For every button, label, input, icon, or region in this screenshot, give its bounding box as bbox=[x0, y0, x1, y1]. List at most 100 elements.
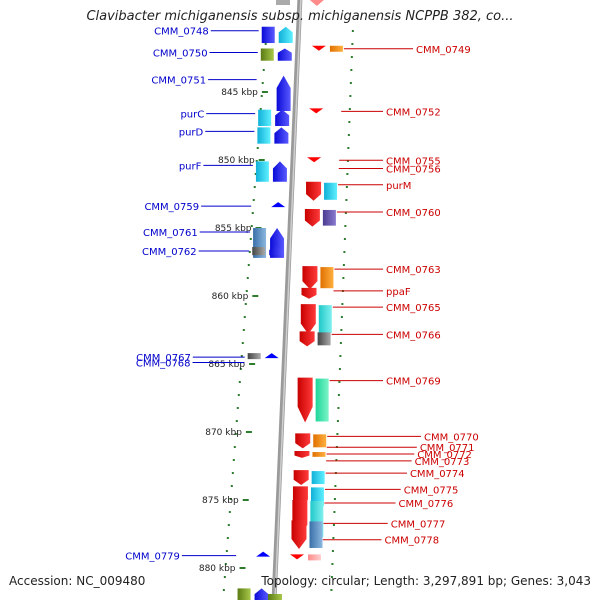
guide-dot bbox=[351, 30, 354, 32]
guide-dot bbox=[347, 134, 350, 136]
ruler-label: 855 kbp bbox=[215, 224, 252, 234]
ruler-label: 845 kbp bbox=[221, 88, 258, 98]
guide-dot bbox=[262, 69, 265, 71]
guide-dot bbox=[249, 238, 252, 240]
ruler-tick bbox=[252, 295, 259, 297]
gene-label-cmm_0762: CMM_0762 bbox=[142, 247, 197, 258]
guide-dot bbox=[241, 342, 244, 344]
gene-arrow-reverse bbox=[301, 287, 317, 299]
guide-dot bbox=[342, 264, 345, 266]
guide-dot bbox=[331, 563, 334, 565]
guide-dot bbox=[337, 407, 340, 409]
guide-dot bbox=[230, 485, 233, 487]
gene-label-cmm_0771: CMM_0771 bbox=[420, 443, 475, 454]
ruler-label: 850 kbp bbox=[218, 156, 255, 166]
gene-arrow-reverse bbox=[307, 157, 322, 163]
guide-dot bbox=[338, 381, 341, 383]
guide-dot bbox=[331, 550, 334, 552]
ruler-label: 880 kbp bbox=[199, 564, 236, 574]
ruler-label: 865 kbp bbox=[208, 360, 245, 370]
topology-label: Topology: circular; Length: 3,297,891 bp… bbox=[261, 574, 591, 588]
guide-dot bbox=[335, 459, 338, 461]
gene-arrow-forward bbox=[274, 127, 289, 144]
guide-dot bbox=[244, 303, 247, 305]
guide-dot bbox=[330, 589, 333, 591]
guide-dot bbox=[235, 420, 238, 422]
gene-label-cmm_0751: CMM_0751 bbox=[151, 76, 206, 87]
ruler-tick bbox=[239, 567, 246, 569]
ruler-tick bbox=[258, 159, 265, 161]
guide-dot bbox=[350, 69, 353, 71]
guide-dot bbox=[333, 498, 336, 500]
gene-arrow-reverse bbox=[299, 331, 315, 347]
gene-arrow-reverse bbox=[297, 377, 313, 423]
gene-label-cmm_0760: CMM_0760 bbox=[386, 208, 441, 219]
ruler-tick bbox=[242, 499, 249, 501]
gene-block-reverse bbox=[315, 378, 329, 422]
guide-dot bbox=[238, 381, 241, 383]
gene-label-cmm_0776: CMM_0776 bbox=[399, 499, 454, 510]
guide-dot bbox=[256, 147, 259, 149]
gene-label-cmm_0767: CMM_0767 bbox=[136, 353, 191, 364]
guide-dot bbox=[233, 446, 236, 448]
gene-label-cmm_0770: CMM_0770 bbox=[424, 432, 479, 443]
gene-arrow-reverse bbox=[290, 554, 305, 560]
backbone-highlight bbox=[274, 0, 302, 600]
gene-arrow-reverse bbox=[293, 470, 309, 486]
guide-dot bbox=[253, 186, 256, 188]
ruler-tick bbox=[249, 363, 256, 365]
guide-dot bbox=[348, 108, 351, 110]
ruler-label: 875 kbp bbox=[202, 496, 239, 506]
gene-label-cmm_0773: CMM_0773 bbox=[415, 457, 470, 468]
gene-arrow-forward bbox=[276, 75, 291, 112]
guide-dot bbox=[345, 199, 348, 201]
gene-arrow-reverse bbox=[300, 304, 316, 335]
guide-dot bbox=[336, 420, 339, 422]
gene-label-cmm_0748: CMM_0748 bbox=[154, 27, 209, 38]
guide-dot bbox=[242, 329, 245, 331]
gene-block-forward bbox=[247, 353, 261, 360]
gene-label-cmm_0761: CMM_0761 bbox=[143, 228, 198, 239]
gene-label-purm: purM bbox=[386, 181, 411, 192]
gene-label-cmm_0766: CMM_0766 bbox=[386, 330, 441, 341]
gene-label-cmm_0759: CMM_0759 bbox=[144, 202, 199, 213]
gene-block-forward bbox=[237, 588, 251, 600]
guide-dot bbox=[347, 147, 350, 149]
gene-label-purf: purF bbox=[179, 161, 202, 172]
guide-dot bbox=[344, 212, 347, 214]
gene-block-forward bbox=[261, 26, 275, 44]
guide-dot bbox=[345, 186, 348, 188]
gene-block-forward bbox=[260, 48, 274, 61]
guide-dot bbox=[234, 433, 237, 435]
ruler-label: 860 kbp bbox=[212, 292, 249, 302]
guide-dot bbox=[231, 472, 234, 474]
guide-dot bbox=[229, 498, 232, 500]
guide-dot bbox=[261, 82, 264, 84]
gene-arrow-forward bbox=[264, 353, 279, 359]
guide-dot bbox=[332, 537, 335, 539]
guide-dot bbox=[222, 589, 225, 591]
gene-block-reverse bbox=[312, 452, 326, 457]
gene-label-cmm_0750: CMM_0750 bbox=[153, 48, 208, 59]
gene-arrow-forward bbox=[278, 26, 293, 44]
gene-arrow-reverse bbox=[309, 108, 324, 114]
gene-block-reverse bbox=[309, 521, 323, 548]
guide-dot bbox=[343, 251, 346, 253]
gene-arrow-forward bbox=[256, 551, 271, 557]
guide-dot bbox=[349, 82, 352, 84]
guide-dot bbox=[251, 212, 254, 214]
gene-label-cmm_0779: CMM_0779 bbox=[125, 552, 180, 563]
guide-dot bbox=[341, 303, 344, 305]
guide-dot bbox=[237, 394, 240, 396]
guide-dot bbox=[349, 95, 352, 97]
guide-dot bbox=[240, 355, 243, 357]
gene-block-forward bbox=[258, 109, 272, 126]
gene-label-cmm_0765: CMM_0765 bbox=[386, 303, 441, 314]
guide-dot bbox=[232, 459, 235, 461]
gene-arrow-forward bbox=[277, 48, 292, 61]
guide-dot bbox=[259, 108, 262, 110]
guide-dot bbox=[336, 433, 339, 435]
gene-label-purc: purC bbox=[180, 110, 204, 121]
guide-dot bbox=[228, 511, 231, 513]
